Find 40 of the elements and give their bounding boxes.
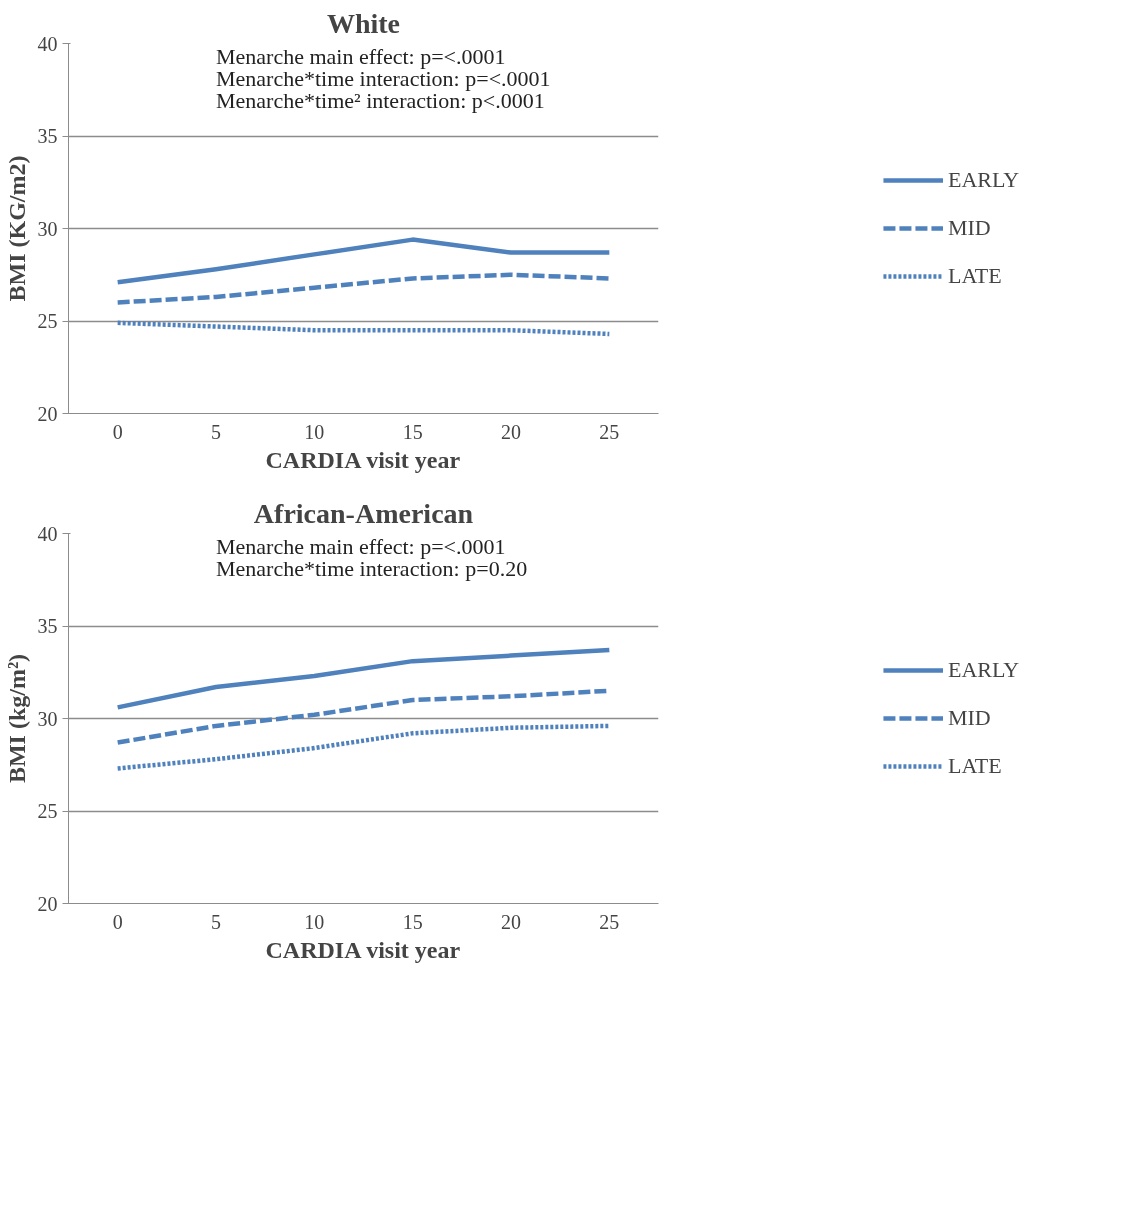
- y-axis-title: BMI (KG/m2): [3, 155, 30, 302]
- chart-title: White: [326, 7, 401, 39]
- y-tick-label: 25: [37, 310, 58, 332]
- legend-label: EARLY: [947, 657, 1020, 683]
- x-tick-label: 25: [599, 910, 620, 933]
- legend-label: EARLY: [947, 167, 1020, 193]
- y-tick-label: 30: [37, 707, 58, 730]
- x-tick-label: 10: [304, 420, 325, 443]
- y-tick-label: 35: [37, 125, 58, 147]
- line-series: [115, 320, 612, 337]
- legend-label: MID: [947, 705, 991, 731]
- x-tick-label: 25: [599, 420, 620, 443]
- y-tick-label: 20: [37, 402, 58, 425]
- x-tick-label: 20: [501, 420, 521, 443]
- y-tick-label: 40: [37, 522, 58, 545]
- y-tick-label: 40: [37, 32, 58, 55]
- x-tick-label: 5: [211, 420, 221, 443]
- y-tick-label: 25: [37, 800, 58, 822]
- x-tick-label: 10: [304, 910, 325, 933]
- x-tick-label: 0: [112, 910, 123, 933]
- annotation: Menarche main effect: p=<.0001: [216, 533, 506, 559]
- x-tick-label: 5: [211, 910, 221, 933]
- line-series: [115, 237, 612, 285]
- x-tick-label: 15: [402, 910, 423, 933]
- line-series: [115, 272, 612, 305]
- legend-label: LATE: [947, 263, 1002, 289]
- chart-title: African-American: [253, 497, 474, 529]
- x-axis-title: CARDIA visit year: [265, 936, 461, 963]
- annotation: Menarche main effect: p=<.0001: [216, 43, 506, 69]
- line-series: [115, 647, 612, 710]
- legend-label: MID: [947, 215, 991, 241]
- legend-label: LATE: [947, 753, 1002, 779]
- x-axis-title: CARDIA visit year: [265, 446, 461, 473]
- y-tick-label: 20: [37, 892, 58, 915]
- x-tick-label: 20: [501, 910, 521, 933]
- y-tick-label: 30: [37, 217, 58, 240]
- y-tick-label: 35: [37, 615, 58, 637]
- x-tick-label: 15: [402, 420, 423, 443]
- x-tick-label: 0: [112, 420, 123, 443]
- y-axis-title: BMI (kg/m²): [3, 653, 30, 784]
